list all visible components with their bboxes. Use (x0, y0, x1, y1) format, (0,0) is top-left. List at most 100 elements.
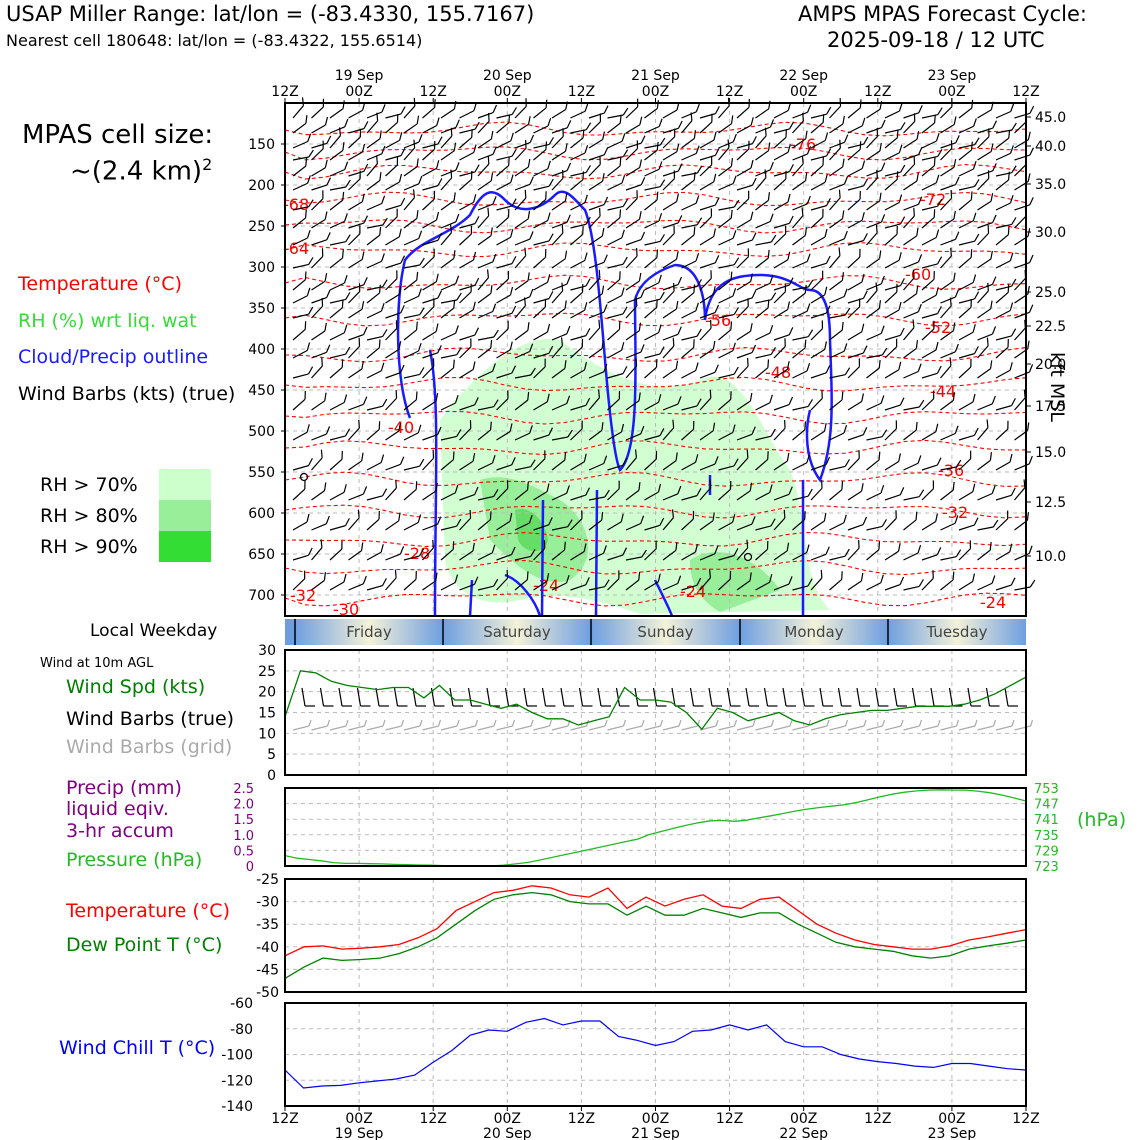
barb-flag (730, 271, 733, 280)
barb-shaft (329, 581, 345, 591)
wind-barb (607, 480, 620, 501)
pressure-tick-label: 741 (1034, 813, 1059, 828)
barb-shaft (422, 281, 437, 291)
barb-shaft (403, 123, 418, 134)
barb-flag (711, 156, 713, 165)
barb-flag (822, 270, 824, 279)
barb-shaft (366, 138, 381, 149)
barb-shaft (311, 184, 328, 191)
barb-flag (1010, 398, 1016, 406)
barb-shaft (903, 462, 919, 471)
barb-flag (622, 149, 629, 158)
barb-flag (472, 453, 476, 462)
barb-shaft (403, 329, 417, 341)
barb-flag (511, 198, 517, 207)
wind-barb (1014, 147, 1035, 161)
wind-barb (329, 142, 345, 161)
barb-shaft (773, 284, 790, 291)
barb-flag (950, 247, 952, 257)
wind-barb (440, 518, 462, 531)
barb-shaft (755, 220, 771, 229)
barb-flag (453, 192, 456, 201)
barb-flag (841, 321, 844, 331)
barb-flag (582, 129, 585, 138)
barb-flag (507, 390, 509, 399)
barb-flag (932, 480, 935, 489)
wind-barb (422, 345, 442, 359)
barb-flag (358, 419, 360, 429)
wind-barb (921, 114, 936, 134)
barb-flag (304, 480, 306, 490)
wind-barb (884, 543, 901, 561)
barb-shaft (866, 332, 882, 341)
barb-shaft (533, 240, 550, 246)
barb-flag (970, 450, 972, 459)
wind-barb (829, 230, 848, 246)
barb-shaft (829, 105, 841, 119)
wind-barb (311, 98, 325, 119)
barb-shaft (292, 521, 308, 531)
wind-barb (607, 321, 621, 341)
wind-barb (607, 229, 625, 246)
barb-flag (599, 207, 601, 217)
barb-shaft (829, 350, 845, 359)
barb-shaft (718, 521, 733, 531)
barb-shaft (403, 314, 420, 319)
barb-flag (671, 509, 675, 518)
wind-barb (440, 292, 462, 304)
wind-barb (792, 195, 811, 211)
barb-flag (621, 133, 626, 142)
barb-shaft (385, 371, 401, 379)
barb-flag (769, 394, 773, 403)
barb-shaft (755, 307, 769, 319)
wind-barb (477, 207, 490, 229)
barb-shaft (736, 490, 751, 501)
wind-barb (607, 114, 622, 134)
wind-barb (718, 271, 733, 291)
barb-shaft (625, 167, 641, 177)
nearest-cell-label: Nearest cell 180648: lat/lon = (-83.4322… (6, 31, 423, 50)
wind-barb (921, 306, 942, 319)
barb-flag (548, 345, 554, 354)
barb-shaft (533, 725, 550, 731)
barb-flag (419, 548, 425, 557)
barb-flag (358, 337, 361, 347)
barb-shaft (403, 555, 420, 561)
barb-flag (510, 174, 514, 183)
wind-barb (773, 251, 791, 269)
wind-barb (718, 548, 739, 561)
barb-flag (881, 347, 888, 356)
wind-barb (884, 361, 902, 379)
barb-shaft (366, 347, 380, 359)
wind-barb (644, 141, 659, 161)
barb-flag (456, 719, 460, 727)
wind-barb (940, 297, 952, 319)
barb-shaft (718, 399, 732, 411)
barb-flag (636, 247, 638, 257)
wind-barb (292, 424, 310, 441)
barb-shaft (625, 142, 642, 149)
barb-shaft (422, 457, 434, 471)
barb-flag (955, 135, 960, 144)
barb-flag (899, 487, 905, 496)
wind-barb (755, 127, 767, 149)
barb-shaft (847, 306, 861, 319)
barb-shaft (570, 369, 585, 379)
wind-barb (958, 517, 979, 531)
barb-flag (381, 578, 387, 586)
pressure-tick-label: 723 (1034, 860, 1059, 875)
barb-shaft (514, 725, 532, 731)
barb-flag (918, 399, 925, 408)
barb-shaft (403, 373, 420, 379)
barb-shaft (329, 126, 346, 134)
wind-barb (699, 147, 720, 161)
grid-wind-barb (995, 719, 1015, 731)
barb-flag (733, 366, 739, 375)
wind-barb (792, 130, 808, 149)
barb-flag (751, 516, 756, 525)
barb-flag (913, 155, 916, 165)
wind-barb (995, 252, 1014, 269)
barb-shaft (533, 185, 550, 191)
wind-barb (514, 210, 531, 229)
barb-shaft (1014, 204, 1030, 211)
